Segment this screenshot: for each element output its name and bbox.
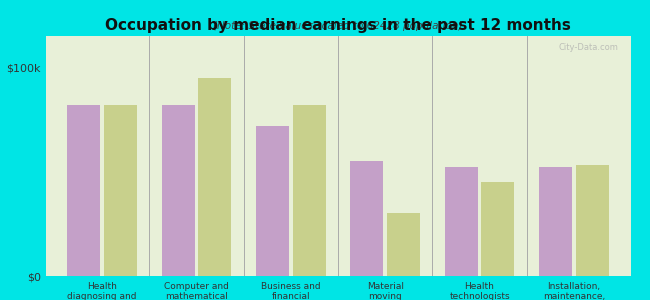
Text: (Note: State values scaled to 62428 population): (Note: State values scaled to 62428 popu… [213, 21, 463, 31]
Bar [198, 78, 231, 276]
Bar [387, 213, 420, 276]
Bar [445, 167, 478, 276]
Bar [292, 105, 326, 276]
Bar [256, 126, 289, 276]
Bar [350, 161, 384, 276]
Title: Occupation by median earnings in the past 12 months: Occupation by median earnings in the pas… [105, 18, 571, 33]
Bar [539, 167, 572, 276]
Text: City-Data.com: City-Data.com [559, 43, 619, 52]
Bar [162, 105, 194, 276]
Bar [104, 105, 137, 276]
Bar [576, 165, 609, 276]
Bar [482, 182, 514, 276]
Bar [67, 105, 100, 276]
